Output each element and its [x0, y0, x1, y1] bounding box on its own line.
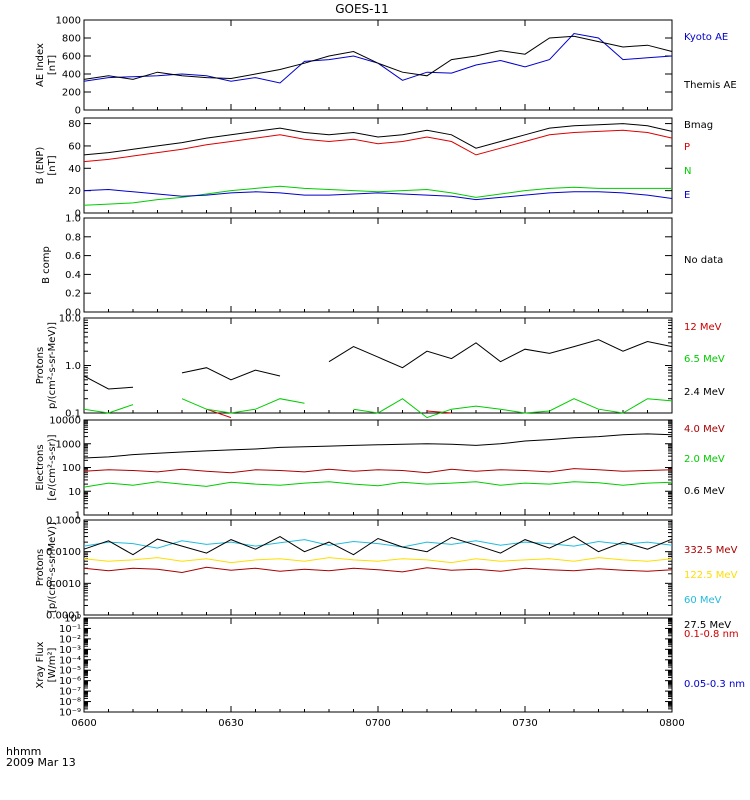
electrons-legend-2: 0.6 MeV	[684, 486, 725, 497]
bcomp-ylabel: B comp	[41, 246, 52, 284]
electrons-legend-1: 2.0 MeV	[684, 454, 725, 465]
xray-ytick-label: 10⁻³	[59, 645, 81, 656]
protons2-ylabel: [p/(cm²-s-sr-MeV)]	[47, 522, 58, 613]
bcomp-ytick-label: 0.6	[65, 251, 81, 262]
protons-legend-0: 12 MeV	[684, 322, 722, 333]
protons2-ytick-label: 0.1000	[46, 516, 81, 527]
protons2-ylabel: Protons	[35, 549, 46, 586]
protons2-series-3	[83, 536, 673, 556]
x-tick-label: 0700	[365, 718, 390, 729]
protons2-legend-0: 332.5 MeV	[684, 545, 738, 556]
ae-series-1	[83, 35, 673, 80]
protons2-ytick-label: 0.0010	[46, 579, 81, 590]
b-series-0	[83, 123, 673, 156]
protons2-series-0	[83, 566, 673, 574]
b-series-1	[83, 129, 673, 163]
ae-ytick-label: 1000	[56, 16, 81, 27]
protons-legend-2: 2.4 MeV	[684, 387, 725, 398]
b-legend-3: E	[684, 190, 690, 201]
b-ylabel: [nT]	[47, 155, 58, 175]
footer-hhmm: hhmm	[6, 745, 41, 758]
protons2-legend-3: 27.5 MeV	[684, 620, 731, 631]
xray-ytick-label: 10⁻⁹	[59, 708, 81, 719]
electrons-ytick-label: 10	[68, 487, 81, 498]
xray-legend-0: 0.1-0.8 nm	[684, 629, 739, 640]
ae-ylabel: [nT]	[47, 55, 58, 75]
ae-ytick-label: 800	[62, 34, 81, 45]
protons2-legend-2: 60 MeV	[684, 595, 722, 606]
b-ylabel: B (ENP)	[35, 147, 46, 185]
ae-ytick-label: 200	[62, 88, 81, 99]
b-ytick-label: 40	[68, 164, 81, 175]
ae-ytick-label: 600	[62, 52, 81, 63]
xray-legend-1: 0.05-0.3 nm	[684, 679, 745, 690]
xray-ytick-label: 10⁻⁸	[59, 697, 81, 708]
electrons-ytick-label: 1000	[56, 439, 81, 450]
bcomp-no-data-label: No data	[684, 255, 723, 266]
ae-ytick-label: 400	[62, 70, 81, 81]
b-series-2	[83, 185, 672, 206]
electrons-legend-0: 4.0 MeV	[684, 424, 725, 435]
protons-legend-1: 6.5 MeV	[684, 354, 725, 365]
xray-ytick-label: 10⁻²	[59, 634, 81, 645]
protons2-legend-1: 122.5 MeV	[684, 570, 738, 581]
protons2-ytick-label: 0.0100	[46, 547, 81, 558]
ae-ylabel: AE Index	[35, 43, 46, 87]
b-ytick-label: 80	[68, 119, 81, 130]
protons-series-1	[83, 398, 673, 419]
protons-ytick-label: 1.0	[65, 361, 81, 372]
electrons-ylabel: [e/(cm²-s-sr)]	[47, 434, 58, 500]
electrons-ylabel: Electrons	[35, 444, 46, 490]
protons2-ytick-label: 0.0001	[46, 611, 81, 622]
x-tick-label: 0600	[71, 718, 96, 729]
ae-ytick-label: 0	[75, 106, 81, 117]
protons-ytick-label: 10.0	[59, 314, 81, 325]
plot-title: GOES-11	[335, 2, 389, 16]
bcomp-ytick-label: 0.8	[65, 232, 81, 243]
electrons-ytick-label: 1	[75, 511, 81, 522]
b-series-3	[83, 188, 673, 201]
x-tick-label: 0630	[218, 718, 243, 729]
xray-ytick-label: 10⁻⁵	[59, 666, 81, 677]
x-tick-label: 0730	[512, 718, 537, 729]
b-ytick-label: 60	[68, 141, 81, 152]
bcomp-ytick-label: 0.4	[65, 270, 81, 281]
protons-series-2	[83, 339, 673, 390]
bcomp-ytick-label: 0.0	[65, 308, 81, 319]
b-legend-1: P	[684, 142, 690, 153]
b-legend-0: Bmag	[684, 120, 713, 131]
ae-legend-1: Themis AE	[683, 80, 737, 91]
b-ytick-label: 0	[75, 209, 81, 220]
protons-ylabel: p/(cm²-s-sr-MeV)]	[47, 322, 58, 409]
xray-ytick-label: 10⁻⁶	[59, 676, 81, 687]
protons-ytick-label: 0.1	[65, 409, 81, 420]
electrons-series-0	[83, 468, 673, 474]
protons2-series-1	[83, 557, 673, 564]
bcomp-ytick-label: 0.2	[65, 289, 81, 300]
b-ytick-label: 20	[68, 186, 81, 197]
electrons-ytick-label: 100	[62, 463, 81, 474]
electrons-series-2	[83, 433, 673, 459]
xray-ylabel: [W/m²]	[47, 647, 58, 682]
xray-ytick-label: 10⁻⁴	[59, 655, 81, 666]
xray-ytick-label: 10⁻¹	[59, 624, 81, 635]
b-legend-2: N	[684, 166, 691, 177]
electrons-series-1	[83, 481, 673, 488]
footer-date: 2009 Mar 13	[6, 756, 76, 769]
electrons-ytick-label: 10000	[49, 416, 81, 427]
bcomp-ytick-label: 1.0	[65, 214, 81, 225]
xray-ytick-label: 10⁻⁷	[59, 687, 81, 698]
protons2-series-2	[83, 539, 673, 549]
xray-ytick-label: 10⁰	[64, 614, 81, 625]
ae-legend-0: Kyoto AE	[684, 32, 728, 43]
protons-ylabel: Protons	[35, 347, 46, 384]
x-tick-label: 0800	[659, 718, 684, 729]
xray-ylabel: Xray Flux	[35, 641, 46, 688]
